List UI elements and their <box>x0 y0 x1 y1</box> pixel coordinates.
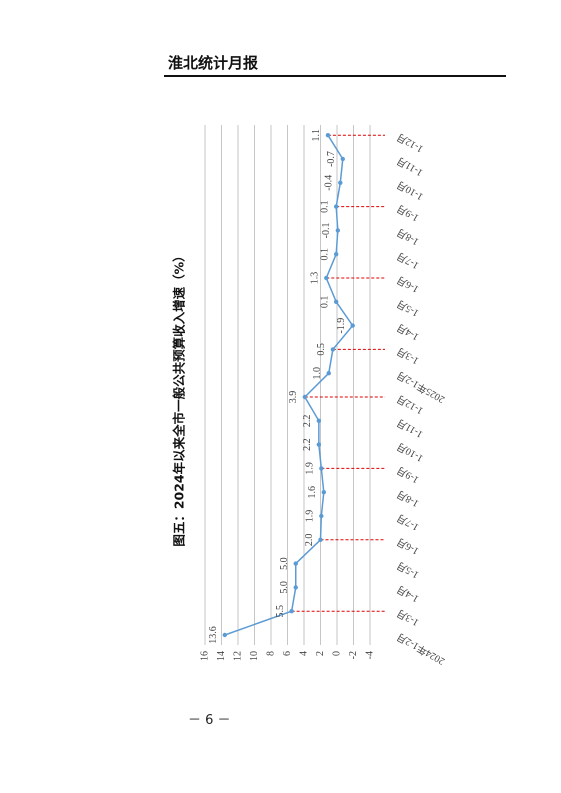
data-label: -0.4 <box>324 175 335 191</box>
y-tick-label: 6 <box>282 651 293 656</box>
data-point <box>319 513 324 519</box>
data-label: 2.2 <box>302 415 313 428</box>
chart-title: 图五：2024年以来全市一般公共预算收入增速（%） <box>172 249 187 546</box>
x-tick-label: 1-4月 <box>395 321 421 343</box>
y-tick-label: 16 <box>199 651 210 661</box>
data-label: 1.3 <box>310 272 321 285</box>
series-line <box>224 134 354 636</box>
x-tick-label: 1-12月 <box>395 392 426 417</box>
data-label: -1.9 <box>336 318 347 334</box>
data-point <box>335 228 341 233</box>
x-tick-label: 1-8月 <box>395 488 421 510</box>
data-point <box>325 133 331 138</box>
data-label: 0.5 <box>316 343 327 356</box>
y-tick-label: 8 <box>265 651 276 656</box>
header-title: 淮北统计月报 <box>168 54 259 72</box>
data-point <box>350 323 355 328</box>
data-label: -0.7 <box>326 151 337 167</box>
header-rule <box>164 75 506 77</box>
data-label: 0.1 <box>319 296 330 309</box>
data-label: 5.0 <box>279 557 290 570</box>
rotated-chart: 图五：2024年以来全市一般公共预算收入增速（%） -4 -2 02 46 8 10 12 1… <box>172 125 447 668</box>
data-point <box>338 180 343 185</box>
data-label: 1.6 <box>307 486 318 499</box>
x-tick-label: 2024年1-2月 <box>394 630 447 668</box>
data-point <box>333 204 339 209</box>
data-point <box>319 466 324 471</box>
y-tick-label: 4 <box>298 651 309 656</box>
x-tick-label: 1-7月 <box>395 511 421 533</box>
x-tick-label: 1-11月 <box>395 416 425 440</box>
data-point <box>302 394 308 400</box>
x-tick-label: 1-6月 <box>395 273 421 295</box>
data-point <box>333 299 339 304</box>
data-label: -0.1 <box>321 222 332 238</box>
page-number: － 6 － <box>188 713 231 728</box>
data-point <box>318 537 323 542</box>
data-label: 2.2 <box>302 438 313 451</box>
y-tick-label: 2 <box>315 651 326 656</box>
data-point <box>333 252 339 257</box>
x-tick-label: 1-10月 <box>395 178 426 203</box>
data-label: 5.5 <box>275 605 286 618</box>
data-point <box>321 489 327 495</box>
y-tick-label: 14 <box>216 651 227 661</box>
data-point <box>324 275 329 281</box>
data-point <box>330 347 336 352</box>
x-tick-label: 1-12月 <box>395 131 426 156</box>
data-label: 1.0 <box>312 367 323 380</box>
x-tick-label: 1-6月 <box>395 535 421 557</box>
data-point <box>293 585 298 590</box>
data-point <box>289 609 294 614</box>
x-tick-label: 1-10月 <box>395 440 426 465</box>
data-point <box>316 442 322 447</box>
data-label: 0.1 <box>319 200 330 213</box>
data-point <box>316 418 322 423</box>
x-tick-label: 1-9月 <box>395 464 421 486</box>
x-tick-label: 1-4月 <box>395 583 421 605</box>
x-tick-label: 1-8月 <box>395 226 421 248</box>
x-tick-label: 1-9月 <box>395 202 421 224</box>
data-label: 5.0 <box>279 581 290 594</box>
data-label: 1.9 <box>305 462 316 475</box>
x-tick-label: 1-3月 <box>395 345 421 367</box>
x-tick-label: 1-5月 <box>395 559 421 581</box>
data-label: 1.9 <box>305 510 316 523</box>
data-point <box>293 561 298 566</box>
data-point <box>222 632 227 638</box>
data-label: 13.6 <box>208 626 219 644</box>
x-tick-label: 1-11月 <box>395 154 425 178</box>
y-tick-label: 0 <box>331 651 342 656</box>
data-point <box>340 156 345 162</box>
x-tick-label: 1-7月 <box>395 250 421 272</box>
y-tick-label: 12 <box>232 651 243 661</box>
y-tick-label: -2 <box>348 651 359 659</box>
data-label: 0.1 <box>319 248 330 261</box>
data-point <box>326 371 331 376</box>
data-label: 3.9 <box>288 391 299 404</box>
data-label: 1.1 <box>311 129 322 142</box>
y-tick-label: 10 <box>249 651 260 661</box>
x-tick-label: 1-5月 <box>395 297 421 319</box>
data-label: 2.0 <box>304 534 315 547</box>
x-tick-label: 1-3月 <box>395 607 421 629</box>
y-tick-label: -4 <box>364 651 375 659</box>
